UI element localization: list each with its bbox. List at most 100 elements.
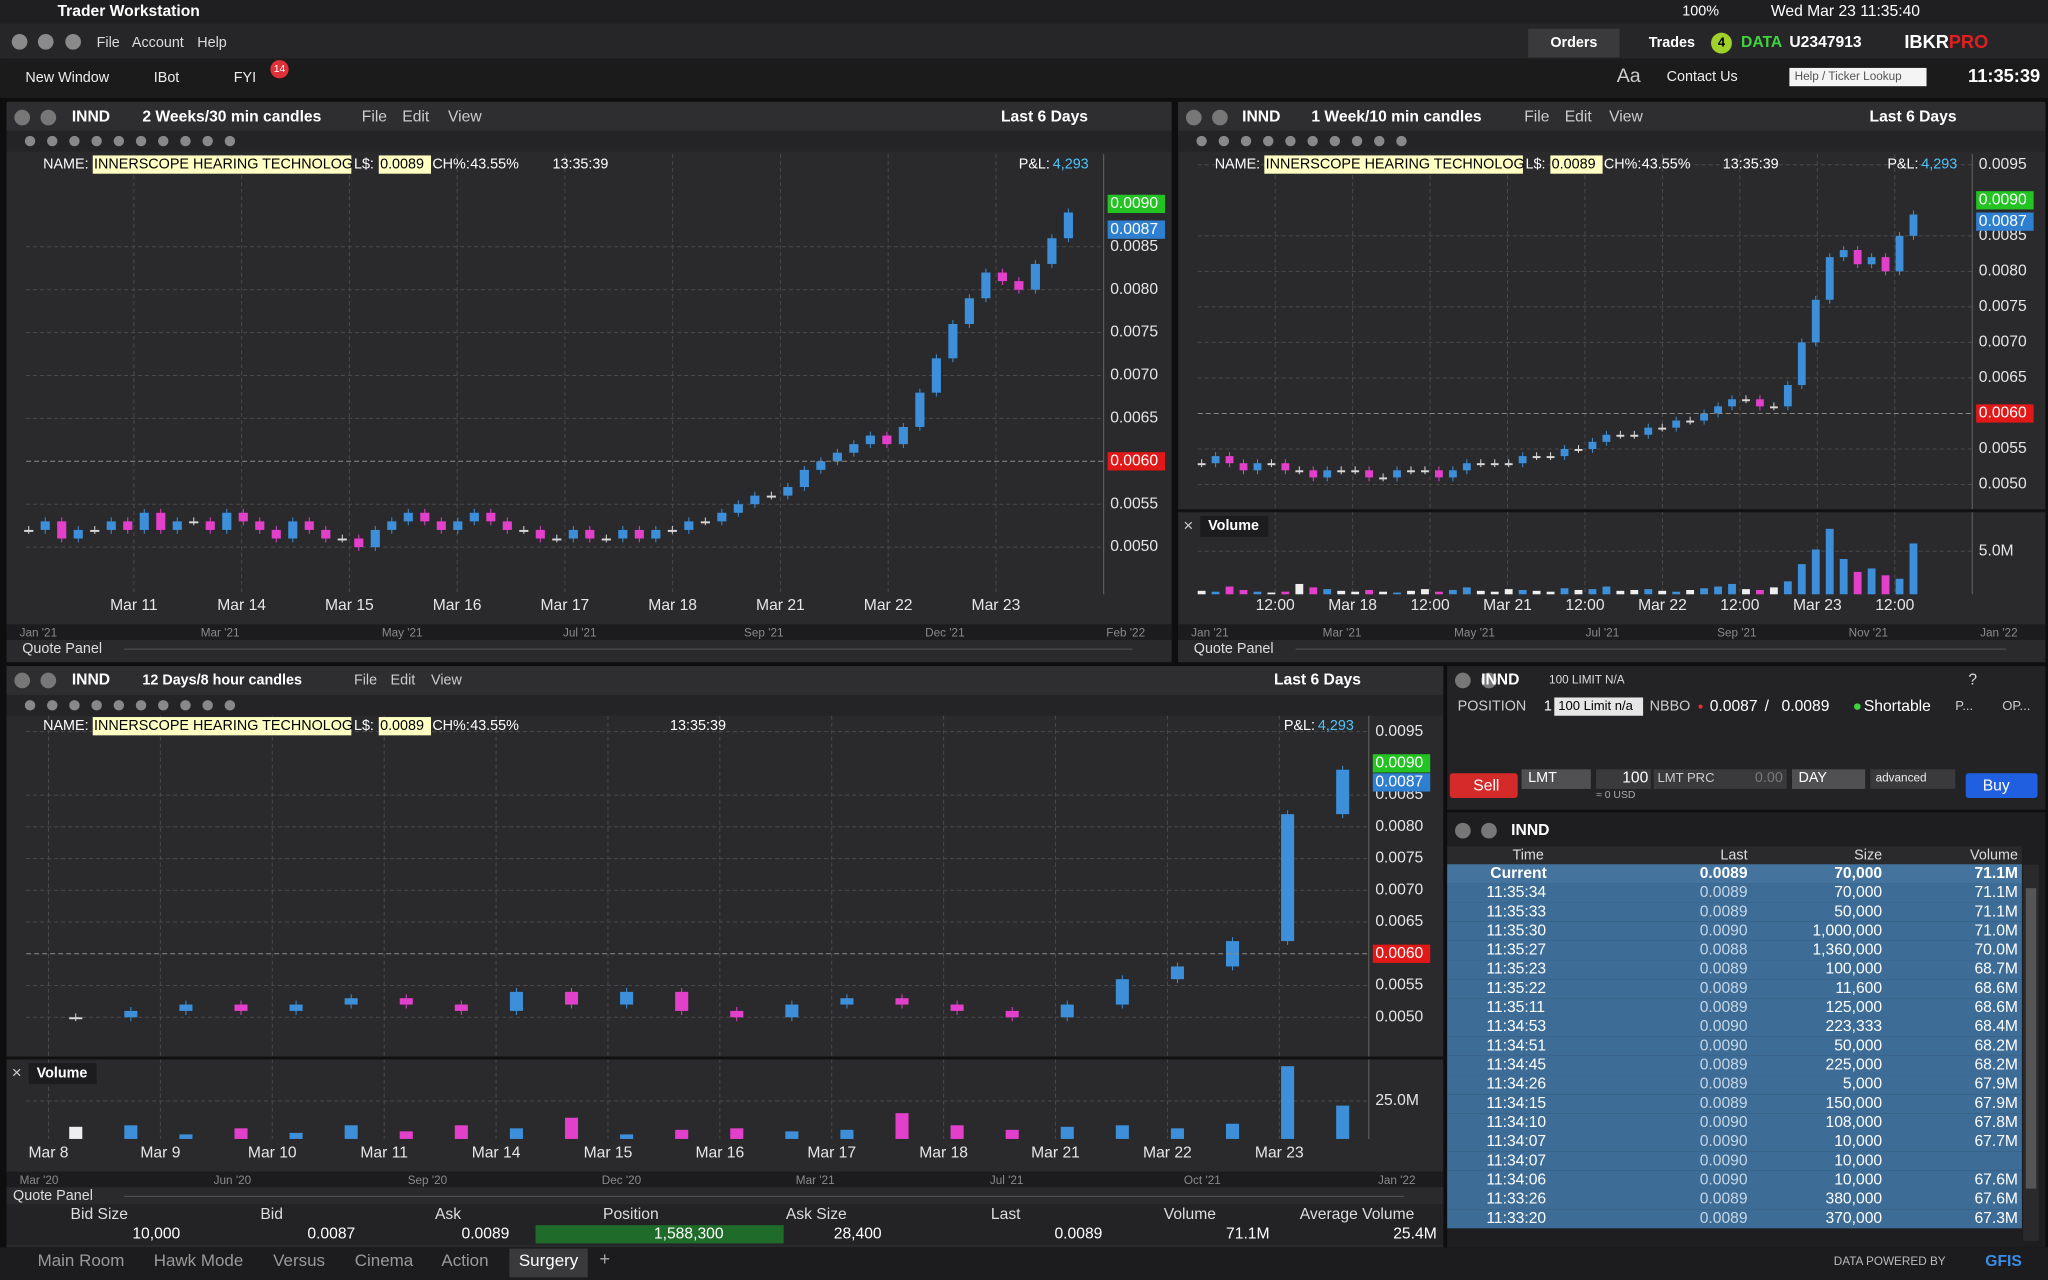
tool-icon[interactable]: [1329, 135, 1341, 147]
sell-label[interactable]: Sell: [1473, 777, 1499, 794]
tool-icon[interactable]: [24, 135, 36, 147]
toolbar-button[interactable]: [130, 62, 203, 95]
tool-icon[interactable]: [24, 700, 36, 711]
tool-icon[interactable]: [1263, 135, 1274, 147]
menu-item[interactable]: Account: [132, 35, 184, 51]
lookup-box[interactable]: [1789, 67, 1927, 87]
quote-panel-label[interactable]: Quote Panel: [22, 641, 102, 657]
close-button[interactable]: [14, 672, 31, 689]
orders-label[interactable]: Orders: [1550, 35, 1597, 51]
tool-icon[interactable]: [1196, 135, 1207, 147]
order-type[interactable]: LMT: [1528, 770, 1557, 786]
tool-icon[interactable]: [1240, 135, 1252, 147]
chart-symbol[interactable]: INND: [72, 109, 110, 126]
tool-icon[interactable]: [1374, 135, 1385, 147]
tool-icon[interactable]: [47, 700, 58, 711]
chart-menu[interactable]: File: [1524, 109, 1550, 126]
quote-panel-title[interactable]: Quote Panel: [13, 1188, 93, 1204]
chart-period[interactable]: 2 Weeks/30 min candles: [142, 109, 321, 126]
quantity[interactable]: 100: [1622, 770, 1648, 787]
trades-label[interactable]: Trades: [1649, 35, 1695, 51]
tab[interactable]: Hawk Mode: [154, 1251, 244, 1270]
tool-icon[interactable]: [202, 700, 213, 711]
volume-close-icon[interactable]: ×: [12, 1063, 22, 1082]
advanced[interactable]: advanced: [1876, 772, 1927, 785]
price-input[interactable]: [1653, 769, 1787, 789]
detach-button[interactable]: [1481, 672, 1497, 689]
tool-icon[interactable]: [47, 135, 58, 147]
chart-symbol[interactable]: INND: [72, 672, 110, 689]
chart-menu[interactable]: View: [431, 672, 462, 688]
window-button[interactable]: [65, 33, 81, 50]
chart-range[interactable]: Last 6 Days: [1870, 109, 1957, 126]
chart-menu[interactable]: Edit: [391, 672, 416, 688]
tool-icon[interactable]: [69, 135, 80, 147]
toolbar-button[interactable]: [10, 62, 125, 95]
chart-range[interactable]: Last 6 Days: [1001, 109, 1088, 126]
ts-scroll-thumb[interactable]: [2025, 888, 2037, 1189]
new-tab[interactable]: +: [599, 1248, 610, 1269]
tif[interactable]: DAY: [1799, 770, 1828, 786]
tool-icon[interactable]: [135, 700, 147, 711]
font-size-button[interactable]: Aa: [1617, 65, 1641, 87]
tool-icon[interactable]: [158, 135, 169, 147]
chart-menu[interactable]: Edit: [1565, 109, 1593, 126]
chart-menu[interactable]: View: [448, 109, 482, 126]
chart-menu[interactable]: File: [362, 109, 388, 126]
toolbar-button-label[interactable]: FYI: [234, 70, 256, 86]
tab[interactable]: Action: [441, 1251, 488, 1270]
orders-button[interactable]: [1528, 28, 1620, 58]
tool-icon[interactable]: [158, 700, 169, 711]
help-icon[interactable]: ?: [1968, 672, 1977, 689]
tab[interactable]: Versus: [273, 1251, 325, 1270]
volume-close-icon[interactable]: ×: [1183, 516, 1193, 535]
tool-icon[interactable]: [1351, 135, 1363, 147]
active-tab[interactable]: [509, 1248, 588, 1278]
tool-icon[interactable]: [113, 135, 125, 147]
chart-menu[interactable]: Edit: [402, 109, 430, 126]
detach-button[interactable]: [1212, 109, 1228, 126]
tool-icon[interactable]: [224, 135, 236, 147]
advanced-button[interactable]: [1870, 769, 1956, 789]
chart-period[interactable]: 1 Week/10 min candles: [1311, 109, 1482, 126]
chart-menu[interactable]: View: [1609, 109, 1643, 126]
tool-icon[interactable]: [91, 135, 102, 147]
tab[interactable]: Main Room: [38, 1251, 125, 1270]
menu-item[interactable]: Help: [197, 35, 227, 51]
quote-panel-label[interactable]: Quote Panel: [1194, 641, 1274, 657]
tool-icon[interactable]: [224, 700, 236, 711]
tool-icon[interactable]: [202, 135, 213, 147]
buy-label[interactable]: Buy: [1983, 777, 2010, 794]
order-type-select[interactable]: [1521, 769, 1591, 789]
detach-button[interactable]: [40, 672, 57, 689]
tool-icon[interactable]: [180, 135, 191, 147]
toolbar-button[interactable]: [208, 62, 281, 95]
chart-menu[interactable]: File: [354, 672, 377, 688]
chart-period[interactable]: 12 Days/8 hour candles: [142, 672, 302, 688]
tool-icon[interactable]: [1307, 135, 1318, 147]
window-button[interactable]: [11, 33, 28, 50]
chart-symbol[interactable]: INND: [1242, 109, 1280, 126]
tab[interactable]: Surgery: [519, 1251, 579, 1270]
tab[interactable]: Cinema: [355, 1251, 414, 1270]
tool-icon[interactable]: [113, 700, 125, 711]
tool-icon[interactable]: [135, 135, 147, 147]
sell-button[interactable]: [1449, 773, 1518, 799]
close-button[interactable]: [1185, 109, 1202, 126]
buy-button[interactable]: [1965, 773, 2038, 799]
detach-button[interactable]: [40, 109, 57, 126]
tool-icon[interactable]: [180, 700, 191, 711]
detach-button[interactable]: [1481, 822, 1497, 839]
window-button[interactable]: [37, 33, 54, 50]
tool-icon[interactable]: [1218, 135, 1230, 147]
menu-item[interactable]: File: [97, 35, 120, 51]
tif-select[interactable]: [1792, 769, 1866, 789]
tool-icon[interactable]: [1285, 135, 1296, 147]
quantity-input[interactable]: [1596, 769, 1651, 789]
toolbar-button-label[interactable]: New Window: [25, 70, 109, 86]
toolbar-button-label[interactable]: IBot: [154, 70, 180, 86]
close-button[interactable]: [1455, 672, 1471, 689]
tool-icon[interactable]: [1396, 135, 1407, 147]
tool-icon[interactable]: [91, 700, 102, 711]
contact-us[interactable]: Contact Us: [1667, 69, 1738, 85]
